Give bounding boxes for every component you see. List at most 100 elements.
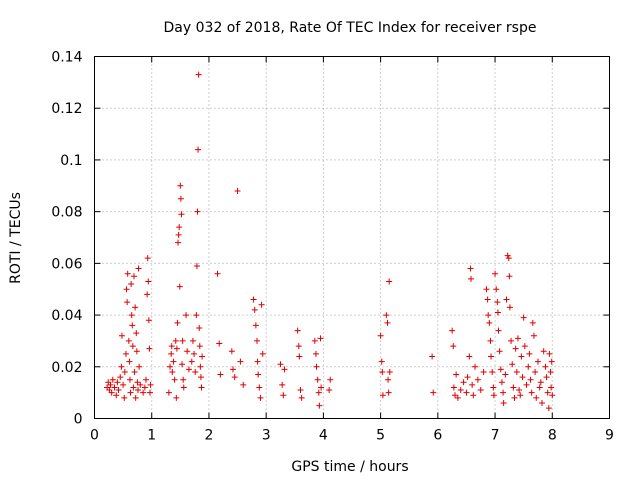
data-point [234,187,241,194]
data-point [145,317,152,324]
data-point [216,340,223,347]
data-point [173,345,180,352]
data-point [296,353,303,360]
data-point [547,368,554,375]
x-tick-labels: 0 1 2 3 4 5 6 7 8 9 [90,428,614,444]
data-point [466,353,473,360]
data-point [529,319,536,326]
data-point [490,392,497,399]
data-point [144,255,151,262]
data-point [470,392,477,399]
data-point [136,363,143,370]
data-point [516,387,523,394]
data-point [124,299,131,306]
data-point [518,353,525,360]
data-point [490,384,497,391]
data-point [113,392,120,399]
data-point [472,363,479,370]
data-point [488,353,495,360]
data-point [198,384,205,391]
data-point [530,332,537,339]
data-point [144,291,151,298]
data-point [385,376,392,383]
data-point [171,376,178,383]
data-point [506,273,513,280]
data-point [492,270,499,277]
x-tick-label: 9 [605,428,614,444]
y-tick-label: 0.06 [51,256,82,272]
data-point [548,358,555,365]
data-point [125,337,132,344]
data-point [259,350,266,357]
data-point [502,371,509,378]
data-point [521,343,528,350]
data-point [146,345,153,352]
data-point [117,374,124,381]
data-point [189,337,196,344]
data-point [111,384,118,391]
data-point [145,278,152,285]
data-point [483,286,490,293]
data-point [377,332,384,339]
data-point [280,392,287,399]
data-point [477,387,484,394]
data-point [135,265,142,272]
data-point [450,384,457,391]
data-point [544,389,551,396]
data-point [132,394,139,401]
data-point [130,384,137,391]
data-point [188,358,195,365]
data-point [126,358,133,365]
data-point [118,363,125,370]
data-point [385,389,392,396]
data-point [542,363,549,370]
data-point [298,394,305,401]
data-point [504,252,511,259]
data-point [480,368,487,375]
data-point [379,368,386,375]
data-point [109,376,116,383]
x-tick-label: 6 [433,428,442,444]
data-point [177,195,184,202]
data-point [525,363,532,370]
data-point [174,319,181,326]
data-point [297,387,304,394]
data-point [121,368,128,375]
chart-title: Day 032 of 2018, Rate Of TEC Index for r… [164,20,537,36]
data-point [315,389,322,396]
data-point [118,332,125,339]
data-point [279,381,286,388]
data-point [123,286,130,293]
data-point [314,376,321,383]
data-points [104,71,556,412]
data-point [134,379,141,386]
y-tick-label: 0.1 [60,153,82,169]
data-point [545,405,552,412]
data-point [115,387,122,394]
data-point [172,337,179,344]
data-point [469,381,476,388]
data-point [193,312,200,319]
data-point [180,384,187,391]
data-point [140,389,147,396]
y-tick-labels: 0 0.02 0.04 0.06 0.08 0.1 0.12 0.14 [51,50,82,428]
x-tick-label: 8 [548,428,557,444]
data-point [132,304,139,311]
data-point [196,343,203,350]
data-point [549,392,556,399]
data-point [121,394,128,401]
data-point [254,358,261,365]
data-point [126,376,133,383]
data-point [540,348,547,355]
data-point [453,371,460,378]
data-point [511,394,518,401]
data-point [194,208,201,215]
data-point [383,312,390,319]
data-point [532,368,539,375]
data-point [538,399,545,406]
grid-lines [94,56,610,419]
data-point [295,343,302,350]
data-point [197,374,204,381]
data-point [327,376,334,383]
x-tick-label: 7 [491,428,500,444]
